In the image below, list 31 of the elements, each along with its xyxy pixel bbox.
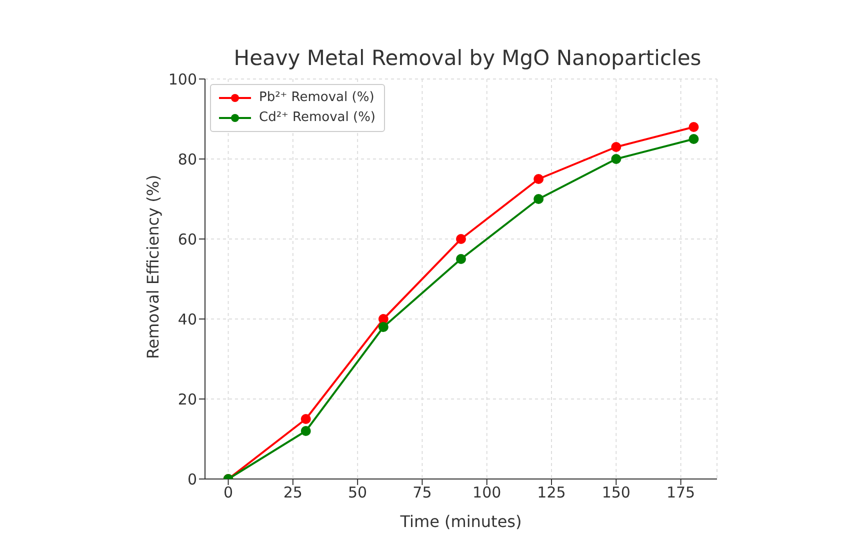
x-tick-label: 0 (224, 484, 234, 502)
x-tick-label: 175 (666, 484, 696, 502)
y-tick-label: 60 (178, 230, 197, 248)
y-tick-label: 20 (178, 390, 197, 408)
point (611, 154, 622, 164)
point (300, 426, 311, 436)
legend-label: Pb²⁺ Removal (%) (259, 89, 374, 107)
point (300, 414, 311, 424)
y-tick-label: 0 (187, 470, 197, 488)
chart-title: Heavy Metal Removal by MgO Nanoparticles (232, 46, 702, 70)
x-tick-label: 150 (602, 484, 630, 502)
point (611, 142, 622, 152)
point (456, 234, 466, 244)
x-tick-label: 125 (537, 484, 566, 502)
point (688, 122, 699, 132)
y-tick-label: 80 (178, 150, 197, 168)
point (688, 134, 699, 144)
y-tick-label: 40 (178, 310, 197, 328)
y-axis-title: Removal Efficiency (%) (144, 174, 163, 359)
x-tick-label: 50 (348, 484, 368, 502)
y-tick-label: 100 (168, 70, 197, 88)
x-tick-label: 25 (283, 484, 302, 502)
point (534, 174, 544, 184)
x-tick-label: 75 (412, 484, 432, 502)
x-tick-label: 100 (472, 484, 502, 502)
x-axis-title: Time (minutes) (399, 512, 522, 531)
point (378, 322, 388, 332)
point (378, 314, 388, 324)
legend-label: Cd²⁺ Removal (%) (259, 109, 376, 127)
point (534, 194, 544, 204)
point (456, 254, 466, 264)
